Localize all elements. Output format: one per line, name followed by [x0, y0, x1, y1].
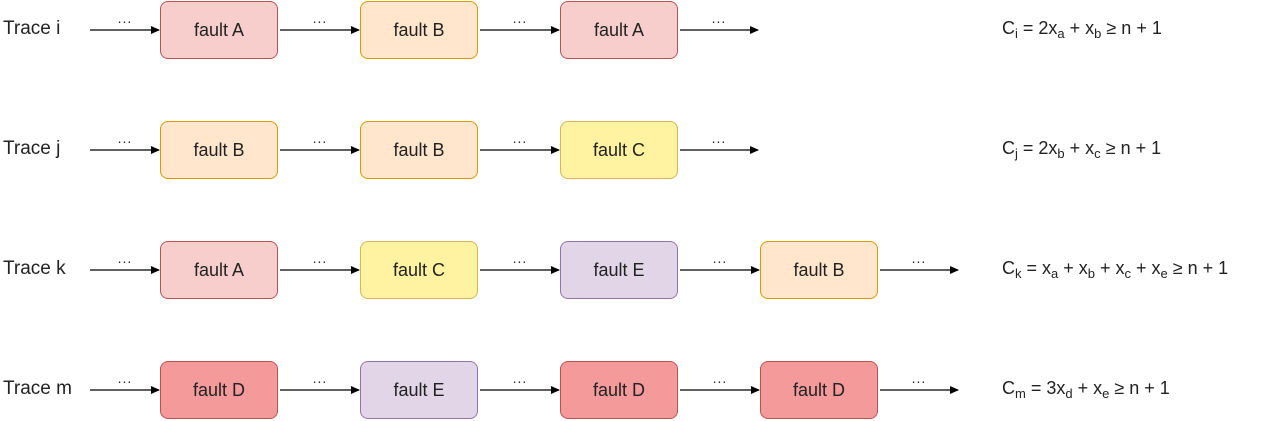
ellipsis-label: ... — [512, 130, 528, 146]
formula-subscript: b — [1057, 146, 1065, 161]
formula-subscript: b — [1094, 26, 1102, 41]
fault-box: fault A — [560, 1, 678, 59]
formula-term: x — [1085, 18, 1095, 38]
fault-box: fault C — [560, 121, 678, 179]
formula-subscript: i — [1015, 26, 1018, 41]
trace-label: Trace k — [3, 258, 66, 279]
ellipsis-label: ... — [117, 130, 133, 146]
formula-term: x — [1151, 258, 1161, 278]
fault-box: fault D — [760, 361, 878, 419]
ellipsis-label: ... — [712, 250, 728, 266]
formula-term: ≥ n + 1 — [1172, 258, 1229, 278]
ellipsis-label: ... — [911, 250, 927, 266]
ellipsis-label: ... — [117, 10, 133, 26]
ellipsis-label: ... — [512, 250, 528, 266]
constraint-formula: Cj = 2xb + xc ≥ n + 1 — [1002, 138, 1162, 161]
fault-box: fault B — [760, 241, 878, 299]
formula-subscript: c — [1094, 146, 1101, 161]
constraint-formula: Ck = xa + xb + xc + xe ≥ n + 1 — [1002, 258, 1229, 281]
ellipsis-label: ... — [117, 370, 133, 386]
fault-box: fault B — [360, 121, 478, 179]
fault-box: fault A — [160, 241, 278, 299]
formula-subscript: a — [1051, 266, 1059, 281]
trace-label: Trace j — [3, 138, 61, 159]
formula-term: C — [1002, 138, 1015, 158]
ellipsis-label: ... — [312, 10, 328, 26]
fault-box: fault D — [560, 361, 678, 419]
formula-subscript: a — [1057, 26, 1065, 41]
formula-subscript: d — [1065, 386, 1073, 401]
formula-term: ≥ n + 1 — [1105, 138, 1162, 158]
ellipsis-label: ... — [117, 250, 133, 266]
ellipsis-label: ... — [711, 130, 727, 146]
formula-subscript: e — [1102, 386, 1110, 401]
ellipsis-label: ... — [312, 130, 328, 146]
formula-term: x — [1115, 258, 1125, 278]
fault-box: fault A — [160, 1, 278, 59]
ellipsis-label: ... — [512, 10, 528, 26]
ellipsis-label: ... — [312, 370, 328, 386]
formula-subscript: j — [1015, 146, 1018, 161]
fault-box: fault C — [360, 241, 478, 299]
formula-subscript: m — [1015, 386, 1026, 401]
formula-subscript: e — [1160, 266, 1168, 281]
formula-term: 2x — [1038, 138, 1058, 158]
fault-box: fault D — [160, 361, 278, 419]
formula-subscript: b — [1087, 266, 1095, 281]
formula-term: ≥ n + 1 — [1114, 378, 1170, 398]
fault-box: fault B — [360, 1, 478, 59]
formula-term: C — [1002, 378, 1015, 398]
formula-term: C — [1002, 258, 1015, 278]
formula-term: C — [1002, 18, 1015, 38]
fault-box: fault B — [160, 121, 278, 179]
formula-term: x — [1093, 378, 1103, 398]
formula-subscript: c — [1124, 266, 1132, 281]
constraint-formula: Cm = 3xd + xe ≥ n + 1 — [1002, 378, 1170, 401]
formula-term: x — [1042, 258, 1052, 278]
formula-term: x — [1078, 258, 1088, 278]
trace-label: Trace i — [3, 18, 61, 39]
ellipsis-label: ... — [711, 10, 727, 26]
formula-subscript: k — [1015, 266, 1022, 281]
formula-term: 2x — [1038, 18, 1058, 38]
trace-label: Trace m — [3, 378, 72, 399]
fault-box: fault E — [360, 361, 478, 419]
ellipsis-label: ... — [512, 370, 528, 386]
ellipsis-label: ... — [312, 250, 328, 266]
formula-term: ≥ n + 1 — [1106, 18, 1162, 38]
fault-box: fault E — [560, 241, 678, 299]
constraint-formula: Ci = 2xa + xb ≥ n + 1 — [1002, 18, 1162, 41]
formula-term: x — [1085, 138, 1095, 158]
formula-term: 3x — [1046, 378, 1066, 398]
ellipsis-label: ... — [911, 370, 927, 386]
ellipsis-label: ... — [712, 370, 728, 386]
